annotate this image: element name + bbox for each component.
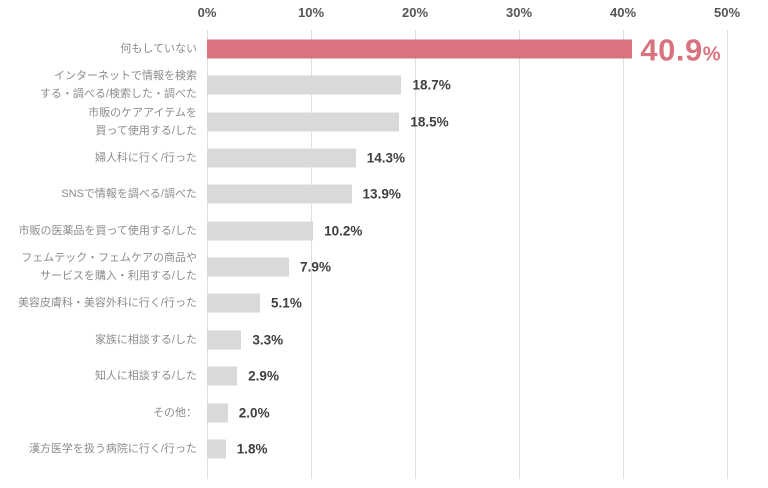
percent-sign: %	[255, 441, 268, 457]
chart-row: フェムテック・フェムケアの商品や サービスを購入・利用する/した 7.9%	[0, 249, 768, 285]
value-label: 1.8%	[237, 441, 268, 456]
category-label: SNSで情報を調べる/調べた	[61, 188, 197, 201]
category-label: 市販の医薬品を買って使用する/した	[18, 224, 197, 237]
value-label: 18.7%	[412, 78, 450, 93]
chart-row: 何もしていない 40.9%	[0, 31, 768, 67]
chart-row: 婦人科に行く/行った 14.3%	[0, 140, 768, 176]
gridline	[415, 30, 416, 479]
value-number: 14.3	[366, 150, 393, 166]
bar	[207, 403, 228, 422]
chart-row: 漢方医学を扱う病院に行く/行った 1.8%	[0, 431, 768, 467]
value-number: 3.3	[252, 332, 272, 348]
value-label: 18.5%	[410, 114, 448, 129]
bar	[207, 148, 356, 168]
chart-row: SNSで情報を調べる/調べた 13.9%	[0, 176, 768, 212]
x-axis-tick-label: 20%	[401, 5, 429, 20]
category-label: 婦人科に行く/行った	[94, 152, 197, 165]
category-label: その他：	[153, 406, 197, 419]
value-label: 2.9%	[248, 369, 279, 384]
bar	[207, 75, 402, 95]
percent-sign: %	[271, 332, 284, 348]
value-number: 13.9	[362, 186, 389, 202]
percent-sign: %	[350, 223, 363, 239]
bar	[207, 439, 226, 459]
value-number: 10.2	[324, 223, 351, 239]
bar	[207, 366, 238, 386]
bar	[207, 39, 633, 59]
percent-sign: %	[702, 43, 721, 66]
gridline	[519, 30, 520, 479]
percent-sign: %	[266, 368, 279, 384]
gridline	[311, 30, 312, 479]
gridline	[207, 30, 208, 479]
value-label: 2.0%	[239, 405, 270, 420]
category-label: 美容皮膚科・美容外科に行く/行った	[17, 297, 197, 310]
bar	[207, 221, 314, 241]
value-number: 7.9	[300, 259, 319, 275]
chart-row: 美容皮膚科・美容外科に行く/行った 5.1%	[0, 285, 768, 321]
value-number: 18.7	[412, 77, 439, 93]
value-number: 40.9	[640, 32, 703, 68]
percent-sign: %	[436, 114, 449, 130]
gridline	[727, 30, 728, 479]
value-label: 5.1%	[271, 296, 302, 311]
percent-sign: %	[257, 405, 270, 420]
bar	[207, 112, 400, 132]
percent-sign: %	[318, 259, 331, 275]
category-label: 市販のケアアイテムを 買って使用する/した	[88, 106, 197, 137]
value-number: 18.5	[410, 114, 437, 130]
category-label: インターネットで情報を検索 する・調べる/検索した・調べた	[39, 70, 197, 101]
value-label: 7.9%	[300, 260, 331, 275]
percent-sign: %	[388, 186, 401, 202]
category-label: 家族に相談する/した	[94, 333, 197, 346]
x-axis-tick-label: 30%	[505, 5, 533, 20]
category-label: フェムテック・フェムケアの商品や サービスを購入・利用する/した	[21, 252, 197, 283]
gridline	[623, 30, 624, 479]
value-number: 2.0	[238, 405, 258, 420]
bar	[207, 293, 261, 313]
value-number: 5.1	[271, 295, 290, 311]
value-label: 14.3%	[367, 151, 405, 166]
x-axis-tick-label: 50%	[713, 5, 741, 20]
category-label: 何もしていない	[120, 43, 197, 55]
bar	[207, 184, 352, 204]
value-number: 2.9	[248, 368, 267, 384]
value-number: 1.8	[236, 441, 256, 457]
bar	[207, 330, 242, 350]
bar	[207, 257, 290, 277]
percent-sign: %	[289, 295, 302, 311]
chart-row: 家族に相談する/した 3.3%	[0, 322, 768, 358]
chart-row: 知人に相談する/した 2.9%	[0, 358, 768, 394]
percent-sign: %	[438, 77, 451, 93]
x-axis-tick-label: 0%	[197, 5, 217, 20]
value-label: 40.9%	[640, 32, 721, 68]
chart-row: 市販のケアアイテムを 買って使用する/した 18.5%	[0, 104, 768, 140]
chart-row: インターネットで情報を検索 する・調べる/検索した・調べた 18.7%	[0, 67, 768, 103]
x-axis-tick-label: 40%	[609, 5, 637, 20]
value-label: 10.2%	[324, 223, 362, 238]
value-label: 13.9%	[363, 187, 401, 202]
chart-row: 市販の医薬品を買って使用する/した 10.2%	[0, 213, 768, 249]
chart-row: その他： 2.0%	[0, 395, 768, 431]
value-label: 3.3%	[252, 332, 283, 347]
percent-sign: %	[393, 150, 406, 166]
category-label: 漢方医学を扱う病院に行く/行った	[28, 442, 197, 455]
x-axis-tick-label: 10%	[297, 5, 325, 20]
category-label: 知人に相談する/した	[94, 370, 197, 383]
